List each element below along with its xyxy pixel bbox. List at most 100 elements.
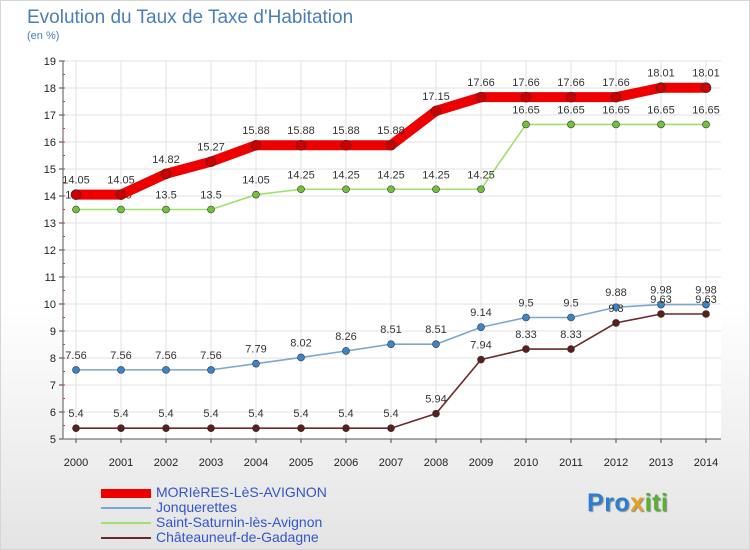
x-tick-label: 2010: [514, 457, 538, 469]
data-label: 9.63: [695, 294, 716, 306]
x-tick-label: 2014: [694, 457, 718, 469]
data-point: [340, 139, 352, 151]
legend-swatch: [101, 488, 151, 498]
legend-label: MORIèRES-LèS-AVIGNON: [156, 484, 327, 500]
y-tick-label: 5: [50, 434, 56, 446]
data-label: 15.88: [287, 125, 315, 137]
data-point: [655, 82, 667, 94]
data-label: 7.56: [110, 350, 131, 362]
data-label: 14.05: [242, 175, 270, 187]
data-label: 7.56: [200, 350, 221, 362]
y-tick-label: 10: [44, 299, 56, 311]
data-label: 7.56: [155, 350, 176, 362]
data-point: [477, 185, 485, 194]
y-tick-label: 15: [44, 164, 56, 176]
data-point: [162, 424, 170, 433]
y-tick-label: 13: [44, 218, 56, 230]
data-label: 15.88: [377, 125, 405, 137]
x-tick-label: 2005: [289, 457, 313, 469]
y-tick-label: 19: [44, 56, 56, 68]
data-point: [72, 424, 80, 433]
data-label: 14.25: [287, 169, 315, 181]
data-label: 9.14: [470, 307, 491, 319]
data-label: 8.51: [380, 324, 401, 336]
data-point: [702, 310, 710, 318]
data-label: 5.4: [158, 408, 173, 420]
data-point: [162, 366, 170, 374]
data-label: 15.88: [242, 125, 270, 137]
data-label: 18.01: [692, 68, 720, 80]
logo-letter: r: [604, 489, 615, 517]
data-label: 16.65: [647, 104, 675, 116]
data-point: [567, 120, 575, 129]
data-point: [342, 424, 350, 433]
x-tick-label: 2011: [559, 457, 583, 469]
data-point: [565, 91, 577, 103]
data-label: 16.65: [512, 104, 540, 116]
data-point: [297, 353, 305, 362]
data-point: [342, 185, 350, 194]
data-point: [207, 424, 215, 433]
data-label: 8.02: [290, 337, 311, 349]
logo-letter: i: [644, 489, 653, 517]
data-point: [522, 120, 530, 129]
data-label: 5.94: [425, 394, 446, 406]
logo-letter: i: [660, 489, 669, 517]
data-label: 5.4: [68, 408, 83, 420]
y-tick-label: 6: [50, 407, 56, 419]
data-label: 5.4: [203, 408, 218, 420]
data-point: [522, 313, 530, 322]
data-label: 5.4: [248, 408, 263, 420]
data-label: 7.79: [245, 344, 266, 356]
x-tick-label: 2013: [649, 457, 673, 469]
data-label: 16.65: [692, 104, 720, 116]
data-label: 8.33: [560, 329, 581, 341]
data-point: [657, 310, 665, 318]
data-point: [702, 120, 710, 129]
data-label: 15.88: [332, 125, 360, 137]
data-point: [567, 313, 575, 322]
data-point: [72, 366, 80, 374]
x-tick-label: 2007: [379, 457, 403, 469]
x-tick-label: 2002: [154, 457, 178, 469]
data-point: [205, 156, 217, 168]
data-point: [385, 139, 397, 151]
chart-title: Evolution du Taux de Taxe d'Habitation: [27, 7, 354, 28]
data-label: 5.4: [338, 408, 353, 420]
data-label: 9.63: [650, 294, 671, 306]
data-label: 14.25: [422, 169, 450, 181]
data-point: [612, 120, 620, 129]
data-point: [162, 205, 170, 214]
legend-label: Saint-Saturnin-lès-Avignon: [156, 514, 323, 530]
data-label: 17.15: [422, 91, 450, 103]
data-label: 8.26: [335, 331, 356, 343]
data-point: [115, 189, 127, 200]
logo-letter: o: [614, 489, 631, 517]
logo-letter: x: [630, 489, 645, 517]
data-label: 13.5: [200, 190, 221, 202]
data-point: [520, 91, 532, 103]
data-point: [432, 409, 440, 418]
legend-swatch: [101, 537, 151, 539]
data-label: 17.66: [602, 77, 630, 89]
data-point: [700, 82, 712, 94]
data-point: [567, 345, 575, 353]
data-label: 9.5: [518, 298, 533, 310]
data-point: [612, 319, 620, 327]
legend-swatch: [101, 507, 151, 509]
data-point: [432, 340, 440, 349]
data-label: 8.51: [425, 324, 446, 336]
data-point: [610, 91, 622, 103]
data-label: 9.88: [605, 287, 626, 299]
y-tick-label: 11: [45, 272, 56, 284]
data-label: 5.4: [293, 408, 308, 420]
data-label: 14.25: [467, 169, 495, 181]
proxiti-logo: Proxiti: [587, 489, 668, 518]
data-point: [117, 205, 125, 214]
data-label: 5.4: [113, 408, 128, 420]
y-tick-label: 16: [44, 137, 56, 149]
data-label: 13.5: [155, 190, 176, 202]
data-point: [252, 359, 260, 368]
